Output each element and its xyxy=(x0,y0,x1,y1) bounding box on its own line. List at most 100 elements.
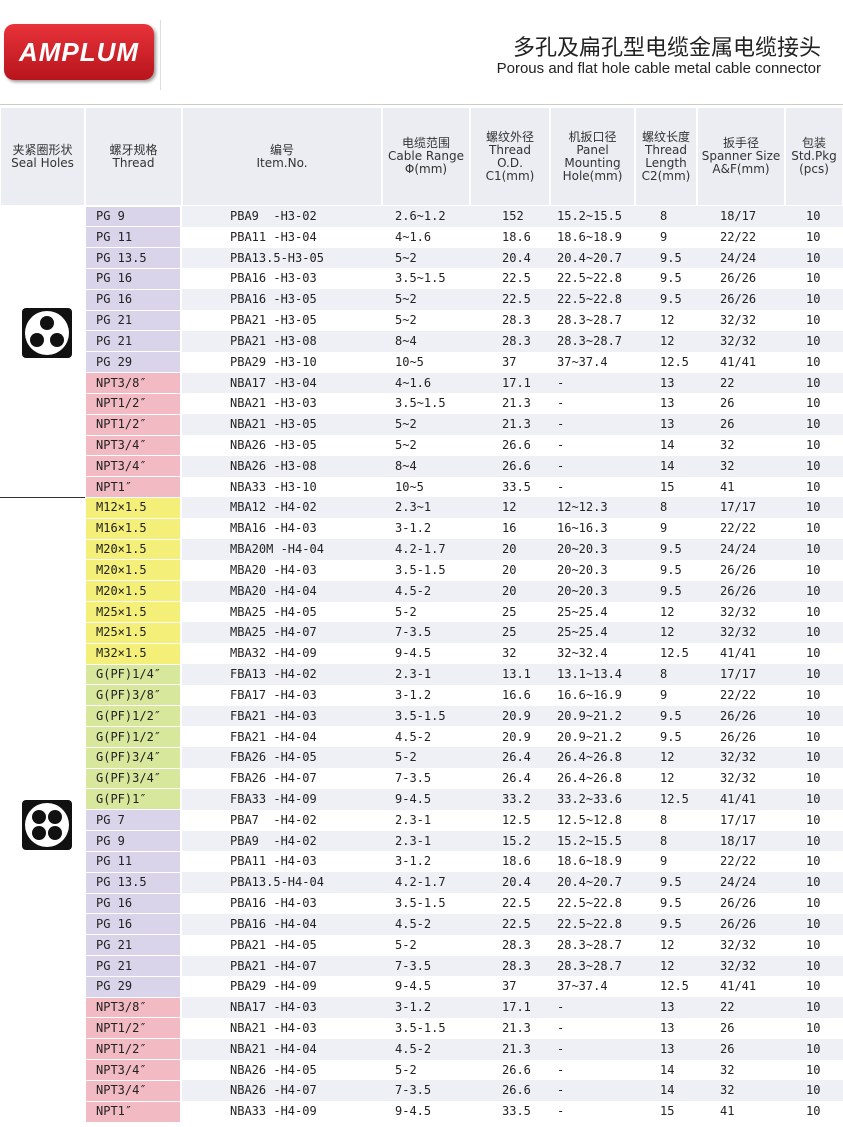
cell-text: 28.3 xyxy=(502,958,531,973)
column-header: 螺纹外径 Thread O.D. C1(mm) xyxy=(471,108,549,205)
cell-text: 9.5 xyxy=(660,542,682,557)
cell-text: PG 13.5 xyxy=(96,250,147,265)
cell-text: 26 xyxy=(720,396,735,411)
cell-text: 12 xyxy=(660,604,675,619)
cell-text: PBA16 -H4-03 xyxy=(230,896,317,911)
cell-text: - xyxy=(557,458,565,473)
cell-text: 22/22 xyxy=(720,854,757,869)
cell-text: NPT3/4″ xyxy=(96,1083,147,1098)
cell-text: PG 21 xyxy=(96,313,133,328)
cell-text: MBA12 -H4-02 xyxy=(230,500,317,515)
cell-text: 41/41 xyxy=(720,791,757,806)
cell-text: 10 xyxy=(806,1083,821,1098)
cell-text: 8 xyxy=(660,812,668,827)
cell-text: 3.5-1.5 xyxy=(395,1020,446,1035)
row-bg xyxy=(182,1080,843,1102)
cell-text: PBA21 -H3-05 xyxy=(230,313,317,328)
cell-text: 5-2 xyxy=(395,750,417,765)
cell-text: G(PF)3/4″ xyxy=(96,771,162,786)
cell-text: 13 xyxy=(660,375,675,390)
row-bg xyxy=(182,913,843,935)
cell-text: 12.5 xyxy=(660,646,689,661)
row-bg xyxy=(182,310,843,331)
cell-text: 32/32 xyxy=(720,750,757,765)
cell-text: 10 xyxy=(806,1041,821,1056)
header-line: Hole(mm) xyxy=(562,168,623,183)
cell-text: 10 xyxy=(806,229,821,244)
cell-text: NPT3/8″ xyxy=(96,1000,147,1015)
cell-text: 28.3 xyxy=(502,333,531,348)
cell-text: NPT1/2″ xyxy=(96,396,147,411)
thread-cell xyxy=(86,602,180,622)
cell-text: PG 9 xyxy=(96,833,125,848)
cell-text: 10 xyxy=(806,646,821,661)
thread-cell xyxy=(86,248,180,268)
cell-text: NBA33 -H3-10 xyxy=(230,479,317,494)
cell-text: NBA26 -H3-05 xyxy=(230,438,317,453)
cell-text: 28.3~28.7 xyxy=(557,958,623,973)
header-line: C2(mm) xyxy=(641,168,691,183)
cell-text: 37 xyxy=(502,979,517,994)
row-bg xyxy=(182,268,843,290)
cell-text: 20.9 xyxy=(502,708,531,723)
thread-cell xyxy=(86,956,180,976)
cell-text: FBA13 -H4-02 xyxy=(230,667,317,682)
cell-text: PG 7 xyxy=(96,812,125,827)
header-line: 扳手径 xyxy=(722,136,759,150)
header-line: Thread xyxy=(645,142,687,157)
cell-text: 9 xyxy=(660,229,668,244)
cell-text: 4.5-2 xyxy=(395,916,432,931)
row-bg xyxy=(182,206,843,227)
cell-text: G(PF)1/2″ xyxy=(96,708,162,723)
cell-text: 3-1.2 xyxy=(395,1000,432,1015)
cell-text: G(PF)1/2″ xyxy=(96,729,162,744)
header-line: Std.Pkg xyxy=(791,149,837,163)
thread-cell xyxy=(86,664,180,685)
row-bg xyxy=(182,726,843,748)
cell-text: PBA11 -H3-04 xyxy=(230,229,317,244)
cell-text: 10 xyxy=(806,750,821,765)
header-line: Mounting xyxy=(564,155,621,170)
cell-text: 10 xyxy=(806,729,821,744)
logo: AMPLUM xyxy=(4,24,154,80)
thread-cell xyxy=(86,393,180,414)
header-line: (pcs) xyxy=(799,162,829,176)
cell-text: 3.5-1.5 xyxy=(395,562,446,577)
cell-text: 13 xyxy=(660,1000,675,1015)
rule xyxy=(0,104,843,105)
row-bg xyxy=(182,788,843,810)
header-line: Cable Range xyxy=(388,149,464,163)
cell-text: PG 21 xyxy=(96,937,133,952)
thread-cell xyxy=(86,1039,180,1060)
cell-text: 9.5 xyxy=(660,562,682,577)
cell-text: 32 xyxy=(720,458,735,473)
cell-text: NPT3/4″ xyxy=(96,458,147,473)
row-bg xyxy=(182,809,843,831)
cell-text: 20~20.3 xyxy=(557,542,608,557)
cell-text: NPT1/2″ xyxy=(96,1020,147,1035)
thread-cell xyxy=(86,872,180,893)
cell-text: - xyxy=(557,1083,565,1098)
thread-cell xyxy=(86,789,180,810)
cell-text: 32 xyxy=(502,646,517,661)
thread-cell xyxy=(86,727,180,747)
cell-text: PBA9 -H4-02 xyxy=(230,833,317,848)
row-bg xyxy=(182,747,843,769)
cell-text: 25 xyxy=(502,604,517,619)
cell-text: 10 xyxy=(806,583,821,598)
cell-text: PBA13.5-H3-05 xyxy=(230,250,324,265)
cell-text: 32/32 xyxy=(720,604,757,619)
row-bg xyxy=(182,1038,843,1060)
cell-text: 20 xyxy=(502,583,517,598)
cell-text: 21.3 xyxy=(502,1020,531,1035)
thread-cell xyxy=(86,747,180,768)
cell-text: 17/17 xyxy=(720,812,757,827)
cell-text: 9.5 xyxy=(660,583,682,598)
thread-cell xyxy=(86,456,180,477)
thread-cell xyxy=(86,560,180,581)
cell-text: 9 xyxy=(660,521,668,536)
cell-text: 10 xyxy=(806,1062,821,1077)
cell-text: 3.5-1.5 xyxy=(395,708,446,723)
divider xyxy=(160,20,161,90)
header-line: 螺纹长度 xyxy=(641,129,690,144)
